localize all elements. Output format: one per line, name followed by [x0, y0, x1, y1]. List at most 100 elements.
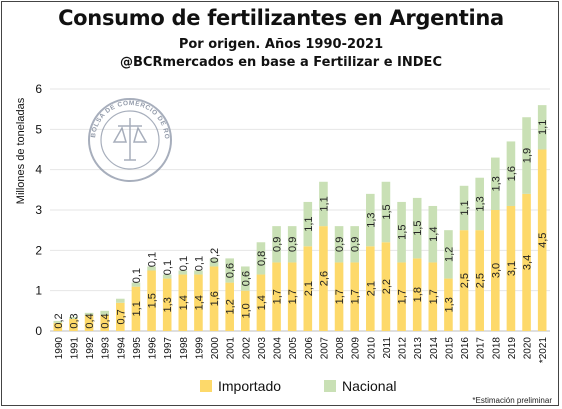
- data-label-importado: 0,4: [84, 313, 96, 328]
- data-label-importado: 2,1: [365, 281, 377, 296]
- bar-importado: [241, 290, 250, 331]
- legend: Importado Nacional: [200, 378, 396, 394]
- bar-importado: [412, 258, 422, 331]
- bar-nacional: [506, 141, 516, 206]
- bar-importado: [334, 262, 344, 331]
- bar-importado: [475, 230, 484, 331]
- bar-nacional: [178, 270, 188, 275]
- y-tick-label: 4: [35, 163, 42, 177]
- bar-nacional: [537, 105, 547, 150]
- data-label-importado: 0,2: [53, 313, 65, 328]
- data-label-importado: 2,6: [318, 271, 330, 286]
- data-label-importado: 0,4: [100, 313, 112, 328]
- bar-nacional: [366, 193, 375, 247]
- data-label-importado: 0,3: [68, 313, 80, 328]
- chart-title: Consumo de fertilizantes en Argentina: [58, 6, 504, 30]
- bar-importado: [537, 149, 547, 331]
- data-label-nacional: 1,5: [381, 204, 393, 219]
- x-tick-label: 2015: [444, 337, 455, 360]
- bar-importado: [506, 205, 516, 331]
- bar-importado: [84, 314, 94, 331]
- data-label-importado: 1,7: [350, 289, 362, 304]
- data-label-nacional: 0,6: [240, 271, 252, 286]
- data-label-nacional: 0,6: [225, 263, 237, 278]
- bar-importado: [287, 262, 297, 331]
- data-label-nacional: 0,1: [178, 256, 190, 271]
- bar-nacional: [428, 205, 438, 263]
- data-label-importado: 3,0: [490, 263, 502, 278]
- bar-nacional: [475, 177, 484, 231]
- bar-importado: [303, 246, 313, 331]
- x-tick-label: 2013: [413, 337, 424, 360]
- y-tick-label: 5: [35, 122, 42, 136]
- x-tick-label: 1999: [194, 337, 205, 360]
- bar-importado: [381, 242, 391, 331]
- data-label-importado: 1,2: [225, 299, 237, 314]
- data-label-nacional: 0,1: [162, 260, 174, 275]
- y-axis-label: Millones de toneladas: [15, 97, 27, 204]
- bar-nacional: [131, 282, 141, 287]
- x-tick-label: 2017: [476, 337, 487, 360]
- data-label-nacional: 0,8: [256, 251, 268, 266]
- bar-nacional: [459, 185, 469, 231]
- x-tick-label: 2009: [351, 337, 362, 360]
- bar-nacional: [116, 298, 125, 303]
- data-label-importado: 1,5: [147, 293, 159, 308]
- bar-nacional: [444, 230, 453, 279]
- data-label-nacional: 0,9: [350, 237, 362, 252]
- x-tick-label: 1998: [179, 337, 190, 360]
- bar-nacional: [69, 316, 78, 319]
- x-tick-label: 2006: [304, 337, 315, 360]
- bar-nacional: [287, 226, 297, 263]
- legend-swatch: [200, 380, 212, 392]
- bar-nacional: [147, 266, 156, 271]
- bar-nacional: [162, 274, 172, 279]
- x-tick-label: 2004: [273, 337, 284, 360]
- y-tick-label: 6: [35, 82, 42, 96]
- data-label-importado: 1,0: [240, 303, 252, 318]
- x-tick-label: 2007: [319, 337, 330, 360]
- data-label-nacional: 1,1: [303, 216, 315, 231]
- data-label-importado: 1,7: [287, 289, 299, 304]
- bar-importado: [209, 266, 219, 331]
- y-tick-label: 0: [35, 324, 42, 338]
- legend-swatch: [324, 380, 336, 392]
- data-label-nacional: 0,2: [209, 248, 221, 263]
- bar-nacional: [412, 197, 422, 259]
- data-label-importado: 2,2: [381, 279, 393, 294]
- x-tick-label: 1993: [101, 337, 112, 360]
- x-tick-label: 2019: [507, 337, 518, 360]
- data-label-importado: 1,7: [397, 289, 409, 304]
- bar-importado: [428, 262, 438, 331]
- bar-importado: [225, 282, 234, 331]
- bar-importado: [178, 274, 188, 331]
- data-label-importado: 1,6: [209, 291, 221, 306]
- data-label-nacional: 0,9: [287, 237, 299, 252]
- data-label-importado: 1,8: [412, 287, 424, 302]
- x-tick-label: 2011: [382, 337, 393, 359]
- data-label-importado: 4,5: [537, 233, 549, 248]
- bar-nacional: [100, 310, 109, 315]
- bar-importado: [350, 262, 359, 331]
- data-label-nacional: 0,1: [131, 268, 143, 283]
- bar-nacional: [381, 181, 391, 243]
- x-tick-label: 2008: [335, 337, 346, 360]
- x-tick-label: 1994: [116, 337, 127, 360]
- data-label-importado: 1,7: [334, 289, 346, 304]
- bar-nacional: [241, 266, 250, 291]
- x-tick-label: 2005: [288, 337, 299, 360]
- bar-nacional: [272, 226, 281, 263]
- data-label-nacional: 1,1: [537, 120, 549, 135]
- data-label-nacional: 1,1: [318, 196, 330, 211]
- x-tick-label: 2020: [523, 337, 534, 360]
- data-label-nacional: 1,3: [365, 212, 377, 227]
- data-label-nacional: 1,4: [428, 227, 440, 242]
- bar-nacional: [350, 226, 359, 263]
- data-label-nacional: 0,9: [334, 237, 346, 252]
- bar-importado: [69, 318, 78, 331]
- bar-nacional: [256, 242, 266, 275]
- x-tick-label: 2003: [257, 337, 268, 360]
- x-tick-label: 2012: [398, 337, 409, 360]
- bar-importado: [100, 314, 109, 331]
- data-label-nacional: 1,1: [459, 200, 471, 215]
